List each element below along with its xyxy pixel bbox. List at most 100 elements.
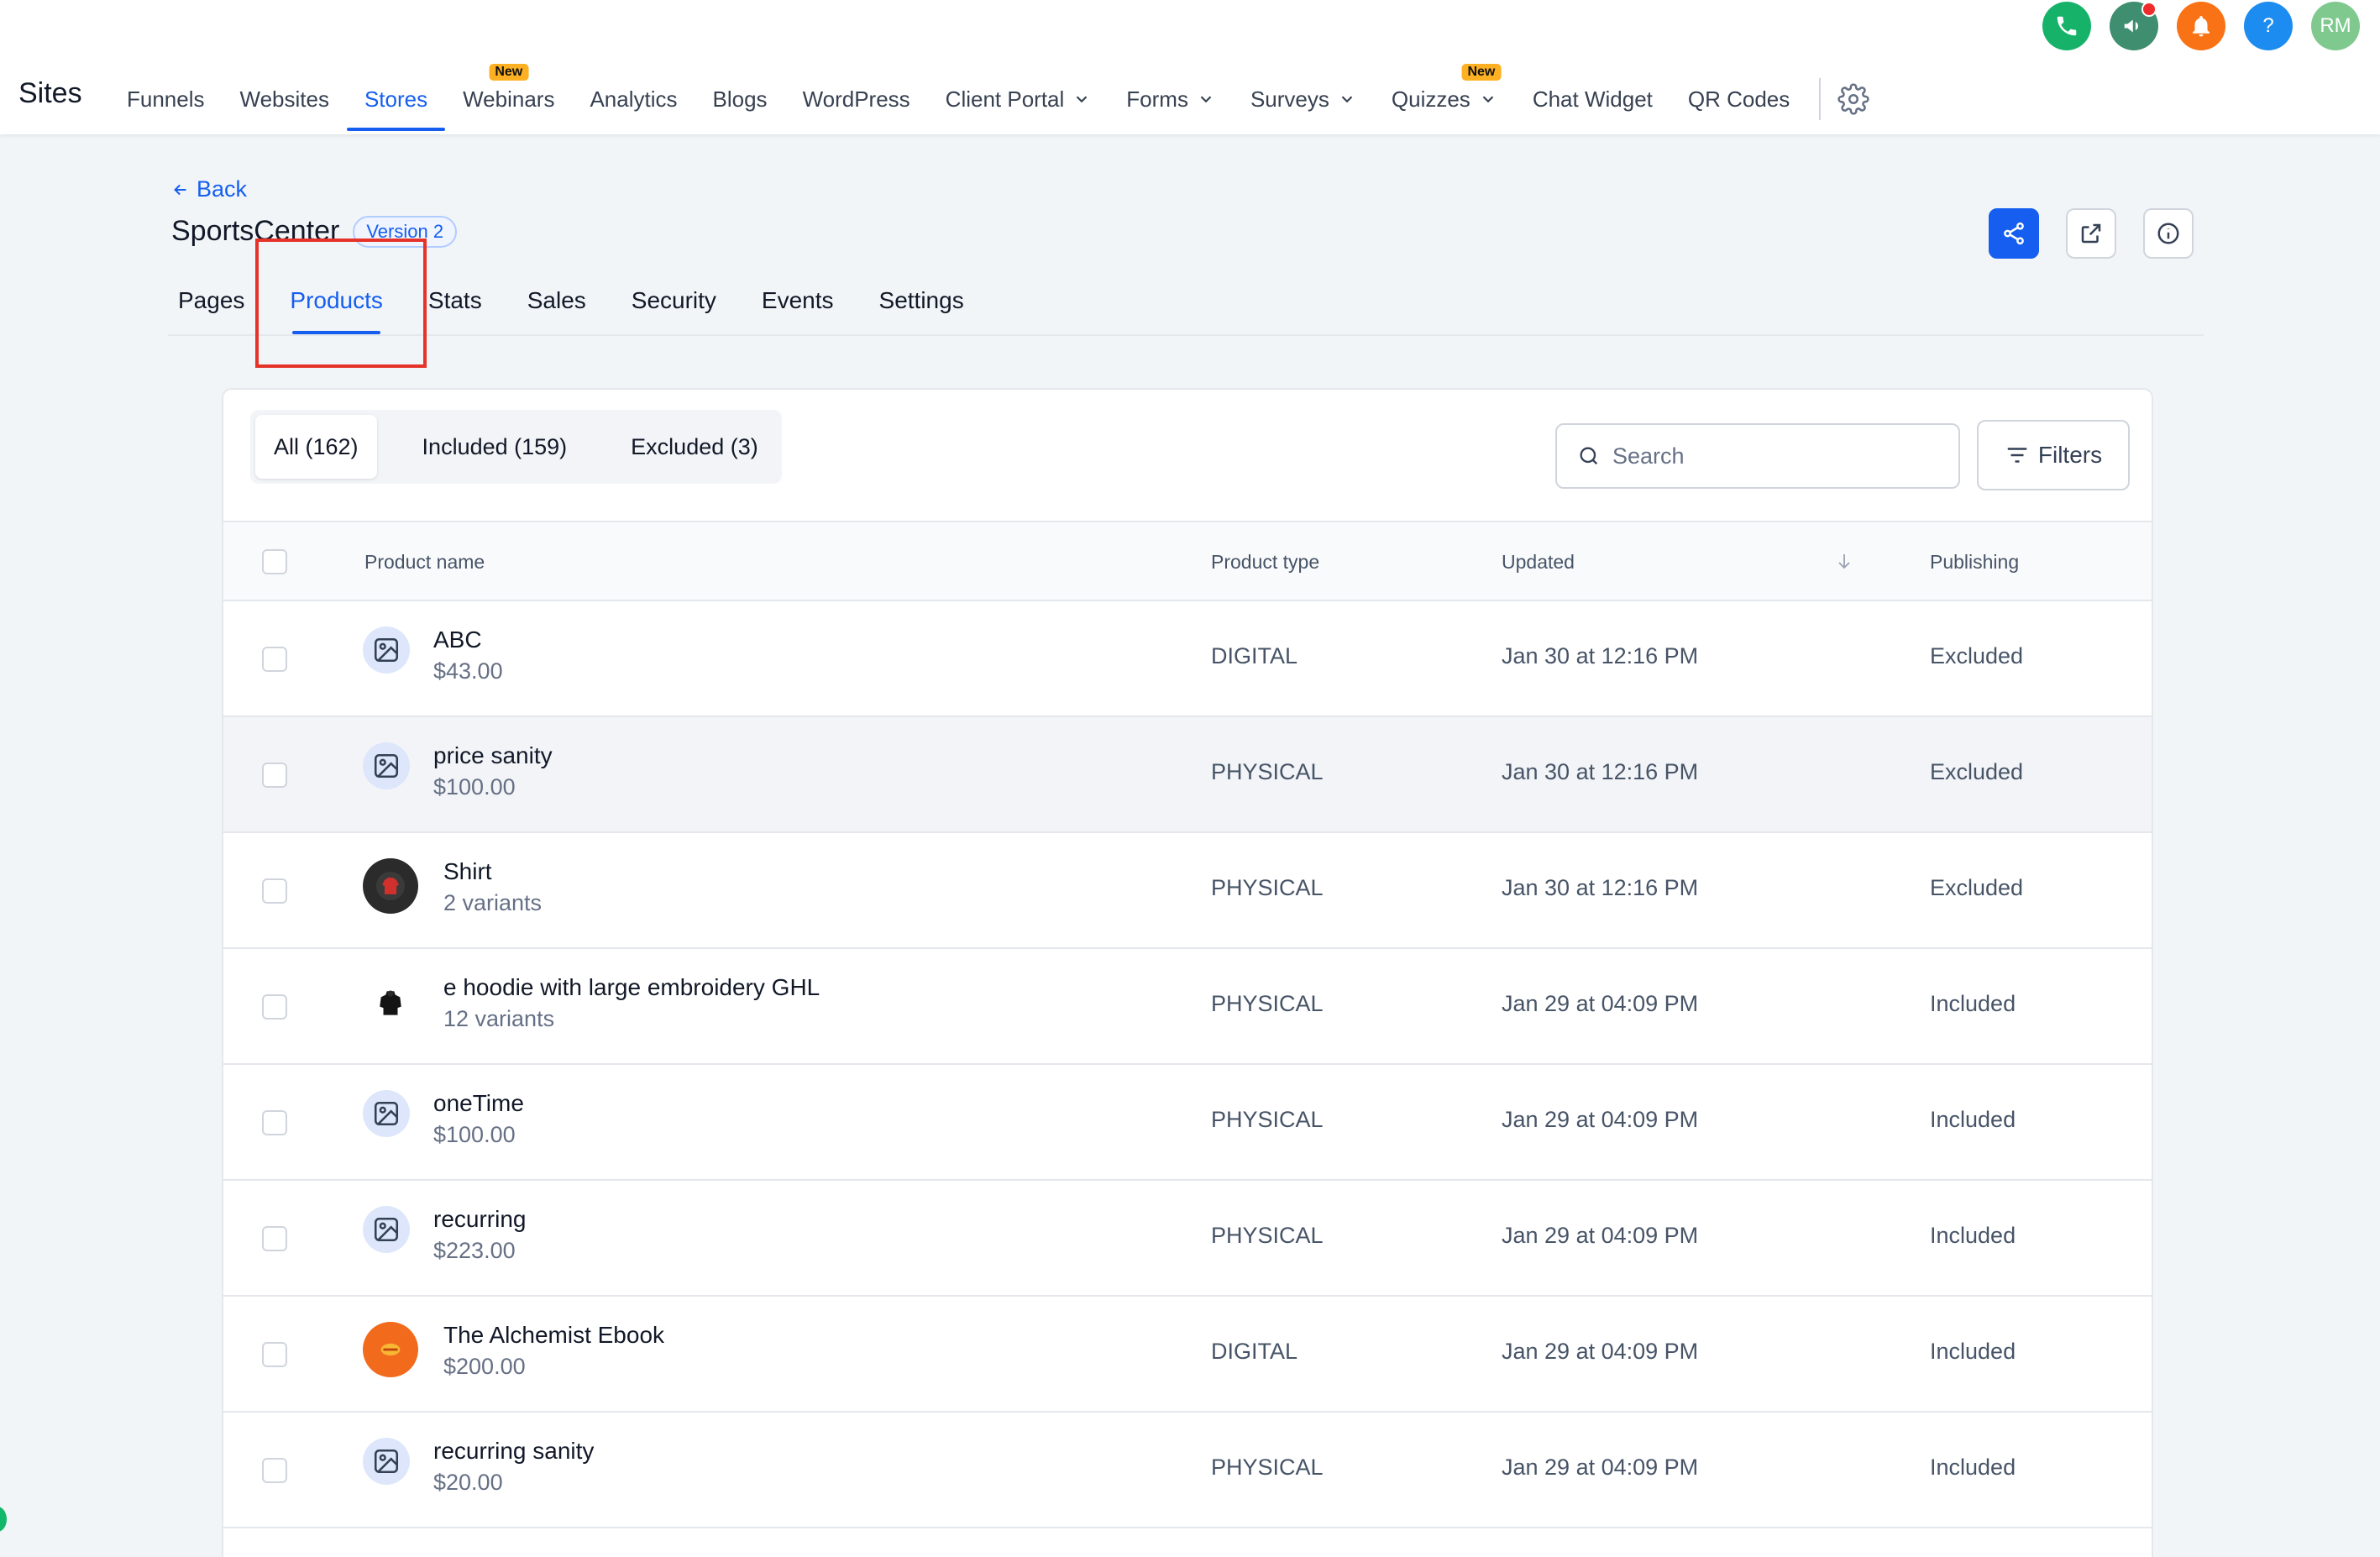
nav-blogs[interactable]: Blogs [695, 67, 785, 131]
row-checkbox[interactable] [262, 1226, 287, 1251]
nav-label: Chat Widget [1532, 86, 1653, 112]
product-type: PHYSICAL [1211, 1455, 1324, 1480]
image-placeholder-icon [363, 742, 410, 789]
product-price: $100.00 [433, 1122, 516, 1147]
tab-pages[interactable]: Pages [178, 287, 245, 313]
notifications-button[interactable] [2177, 2, 2225, 50]
tab-stats[interactable]: Stats [427, 287, 482, 313]
share-button[interactable] [1989, 208, 2039, 259]
product-publishing: Excluded [1930, 643, 2024, 668]
col-publishing[interactable]: Publishing [1930, 550, 2020, 573]
row-checkbox[interactable] [262, 1342, 287, 1367]
top-header: ? RM Sites Funnels Websites Stores New W… [0, 0, 2380, 134]
filters-button[interactable]: Filters [1977, 420, 2130, 490]
nav-wordpress[interactable]: WordPress [785, 67, 928, 131]
product-name: Shirt [443, 858, 492, 884]
product-publishing: Excluded [1930, 875, 2024, 900]
row-checkbox[interactable] [262, 994, 287, 1020]
chevron-down-icon [1341, 96, 1353, 103]
nav-label: QR Codes [1687, 86, 1790, 112]
open-external-button[interactable] [2066, 208, 2116, 259]
product-type: DIGITAL [1211, 1339, 1298, 1364]
product-price: $200.00 [443, 1354, 526, 1379]
search-icon [1580, 447, 1598, 465]
tab-settings[interactable]: Settings [878, 287, 964, 313]
page-actions [1989, 208, 2194, 259]
segment-excluded[interactable]: Excluded (3) [631, 433, 758, 459]
select-all-checkbox[interactable] [262, 549, 287, 574]
tab-events[interactable]: Events [761, 287, 834, 313]
products-card: All (162) Included (159) Excluded (3) Fi… [222, 388, 2153, 1557]
table-row[interactable]: price sanity $100.00 PHYSICAL Jan 30 at … [223, 717, 2152, 833]
nav-label: Funnels [127, 86, 205, 112]
nav-qr-codes[interactable]: QR Codes [1670, 67, 1807, 131]
product-publishing: Included [1930, 991, 2016, 1016]
tab-security[interactable]: Security [631, 287, 716, 313]
nav-surveys[interactable]: Surveys [1233, 67, 1374, 131]
product-variants: 2 variants [443, 890, 543, 915]
search-box [1555, 423, 1960, 489]
phone-button[interactable] [2042, 2, 2091, 50]
nav-webinars[interactable]: New Webinars [445, 64, 572, 131]
product-updated: Jan 30 at 12:16 PM [1502, 643, 1699, 668]
tab-products[interactable]: Products [267, 267, 406, 334]
table-row[interactable]: e hoodie with large embroidery GHL 12 va… [223, 949, 2152, 1065]
search-input[interactable] [1612, 443, 1932, 469]
back-link[interactable]: Back [171, 176, 247, 202]
nav-analytics[interactable]: Analytics [572, 67, 695, 131]
product-name: e hoodie with large embroidery GHL [443, 974, 820, 1000]
tab-sales[interactable]: Sales [527, 287, 586, 313]
nav-chat-widget[interactable]: Chat Widget [1515, 67, 1670, 131]
chat-widget-launcher[interactable] [0, 1507, 7, 1532]
product-publishing: Included [1930, 1455, 2016, 1480]
info-button[interactable] [2143, 208, 2194, 259]
product-updated: Jan 29 at 04:09 PM [1502, 1107, 1699, 1132]
nav-forms[interactable]: Forms [1109, 67, 1233, 131]
new-badge: New [1461, 64, 1502, 81]
user-avatar[interactable]: RM [2311, 2, 2360, 50]
announcements-button[interactable] [2110, 2, 2158, 50]
nav-funnels[interactable]: Funnels [109, 67, 223, 131]
table-row[interactable]: recurring $223.00 PHYSICAL Jan 29 at 04:… [223, 1181, 2152, 1297]
col-product-type[interactable]: Product type [1211, 550, 1320, 573]
row-checkbox[interactable] [262, 1458, 287, 1483]
product-price: $223.00 [433, 1238, 516, 1263]
info-icon [2157, 223, 2179, 244]
table-row[interactable]: oneTime $100.00 PHYSICAL Jan 29 at 04:09… [223, 1065, 2152, 1181]
help-button[interactable]: ? [2244, 2, 2293, 50]
table-row[interactable]: recurring sanity $20.00 PHYSICAL Jan 29 … [223, 1413, 2152, 1528]
nav-label: Websites [239, 86, 329, 112]
gear-icon[interactable] [1837, 83, 1869, 115]
nav-client-portal[interactable]: Client Portal [928, 67, 1109, 131]
product-type: PHYSICAL [1211, 759, 1324, 784]
row-checkbox[interactable] [262, 878, 287, 904]
product-name: recurring sanity [433, 1438, 595, 1464]
avatar-initials: RM [2320, 14, 2351, 37]
col-product-name[interactable]: Product name [364, 550, 485, 573]
row-checkbox[interactable] [262, 763, 287, 788]
row-checkbox[interactable] [262, 647, 287, 672]
segment-all[interactable]: All (162) [255, 415, 377, 479]
arrow-down-icon[interactable] [1834, 551, 1854, 571]
chevron-down-icon [1077, 96, 1088, 103]
ebook-cover-photo [363, 1322, 418, 1377]
row-checkbox[interactable] [262, 1110, 287, 1135]
nav-label: Stores [364, 86, 428, 112]
nav-quizzes[interactable]: New Quizzes [1374, 64, 1515, 131]
new-badge: New [489, 64, 529, 81]
image-placeholder-icon [363, 1438, 410, 1485]
product-type: DIGITAL [1211, 643, 1298, 668]
image-placeholder-icon [363, 626, 410, 674]
back-label: Back [197, 176, 248, 202]
nav-label: Forms [1126, 86, 1188, 112]
nav-divider [1819, 78, 1822, 120]
col-updated[interactable]: Updated [1502, 550, 1575, 573]
nav-websites[interactable]: Websites [223, 67, 347, 131]
product-publishing: Included [1930, 1223, 2016, 1248]
table-row[interactable]: ABC $43.00 DIGITAL Jan 30 at 12:16 PM Ex… [223, 601, 2152, 717]
table-row[interactable]: Shirt 2 variants PHYSICAL Jan 30 at 12:1… [223, 833, 2152, 949]
product-publishing: Excluded [1930, 759, 2024, 784]
table-row[interactable]: The Alchemist Ebook $200.00 DIGITAL Jan … [223, 1297, 2152, 1413]
segment-included[interactable]: Included (159) [422, 433, 568, 459]
nav-stores[interactable]: Stores [346, 67, 446, 131]
